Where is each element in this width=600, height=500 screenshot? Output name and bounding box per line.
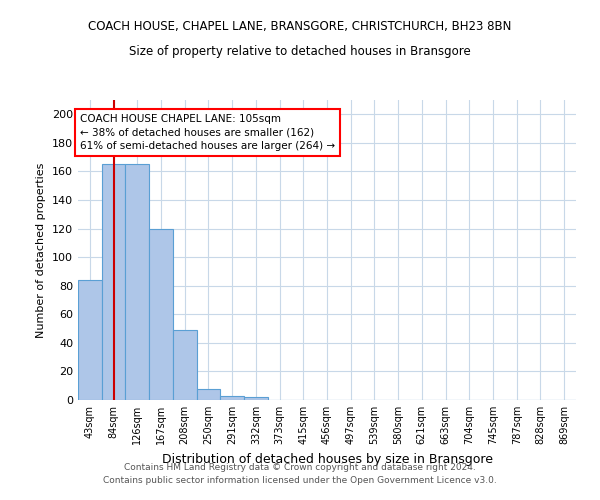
Bar [197,388,220,400]
Bar [149,228,173,400]
Text: COACH HOUSE CHAPEL LANE: 105sqm
← 38% of detached houses are smaller (162)
61% o: COACH HOUSE CHAPEL LANE: 105sqm ← 38% of… [80,114,335,150]
Bar [78,280,102,400]
Text: Size of property relative to detached houses in Bransgore: Size of property relative to detached ho… [129,45,471,58]
Bar [220,396,244,400]
Bar [173,330,197,400]
Bar [102,164,125,400]
Bar [125,164,149,400]
Y-axis label: Number of detached properties: Number of detached properties [37,162,46,338]
X-axis label: Distribution of detached houses by size in Bransgore: Distribution of detached houses by size … [161,452,493,466]
Text: COACH HOUSE, CHAPEL LANE, BRANSGORE, CHRISTCHURCH, BH23 8BN: COACH HOUSE, CHAPEL LANE, BRANSGORE, CHR… [88,20,512,33]
Bar [244,397,268,400]
Text: Contains HM Land Registry data © Crown copyright and database right 2024.
Contai: Contains HM Land Registry data © Crown c… [103,464,497,485]
